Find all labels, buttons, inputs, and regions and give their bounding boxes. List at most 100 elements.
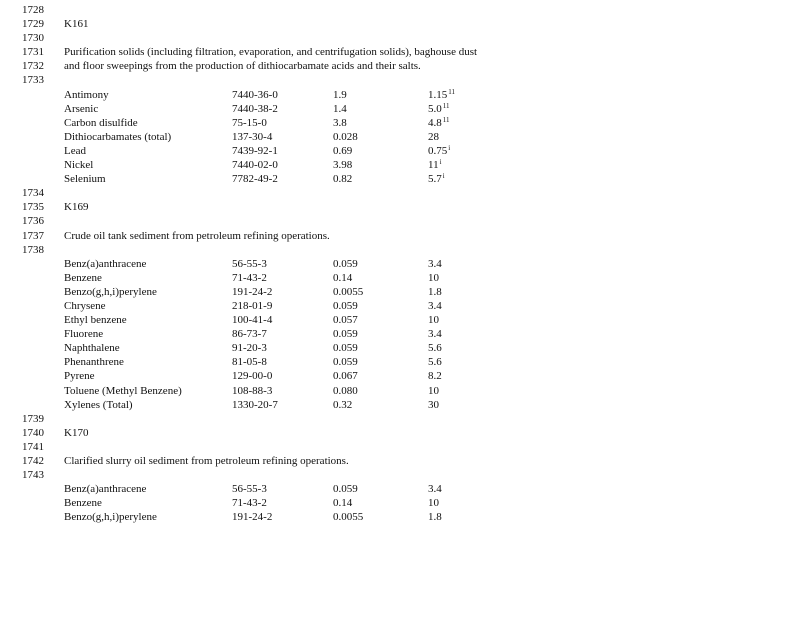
standard-number: 5.6 <box>428 356 442 369</box>
cas-number: 218-01-9 <box>232 299 273 312</box>
standard-number: 1.8 <box>428 511 442 524</box>
table-row: Naphthalene 91-20-3 0.059 5.6 <box>0 341 800 355</box>
standard-value: 5.7i <box>428 172 445 186</box>
standard-number: 3.4 <box>428 483 442 496</box>
standard-value: 5.6 <box>428 341 442 355</box>
table-row: Benzene 71-43-2 0.14 10 <box>0 271 800 285</box>
constituent-name: Fluorene <box>64 328 104 341</box>
concentration-value: 0.32 <box>333 398 353 411</box>
standard-value: 3.4 <box>428 327 442 341</box>
standard-number: 3.4 <box>428 299 442 312</box>
line-text: and floor sweepings from the production … <box>64 60 421 73</box>
standard-value: 1.1511 <box>428 88 455 102</box>
concentration-value: 0.067 <box>333 370 358 383</box>
concentration-value: 0.057 <box>333 314 358 327</box>
constituent-name: Benz(a)anthracene <box>64 483 147 496</box>
document-page: 1728 1729 K161 1730 1731 Purification solids … <box>0 3 800 524</box>
standard-value: 8.2 <box>428 369 442 383</box>
standard-value: 3.4 <box>428 257 442 271</box>
concentration-value: 0.69 <box>333 144 353 157</box>
concentration-value: 0.0055 <box>333 511 364 524</box>
constituent-name: Nickel <box>64 159 94 172</box>
concentration-value: 0.059 <box>333 328 358 341</box>
line-number: 1730 <box>22 32 44 45</box>
table-row: Antimony 7440-36-0 1.9 1.1511 <box>0 88 800 102</box>
blank-line: 1741 <box>0 440 800 454</box>
cas-number: 7440-38-2 <box>232 102 278 115</box>
standard-number: 5.7 <box>428 173 442 186</box>
concentration-value: 3.98 <box>333 159 353 172</box>
table-row: Lead 7439-92-1 0.69 0.75i <box>0 144 800 158</box>
blank-line: 1730 <box>0 31 800 45</box>
table-row: Benzo(g,h,i)perylene 191-24-2 0.0055 1.8 <box>0 285 800 299</box>
standard-number: 4.8 <box>428 116 442 129</box>
blank-line: 1733 <box>0 73 800 87</box>
concentration-value: 0.080 <box>333 384 358 397</box>
standard-value: 1.8 <box>428 510 442 524</box>
standard-number: 28 <box>428 130 439 143</box>
constituent-name: Benzo(g,h,i)perylene <box>64 511 157 524</box>
standard-value: 3.4 <box>428 482 442 496</box>
standard-number: 11 <box>428 159 439 172</box>
constituent-name: Benzo(g,h,i)perylene <box>64 285 157 298</box>
concentration-value: 0.059 <box>333 257 358 270</box>
blank-line: 1738 <box>0 243 800 257</box>
concentration-value: 0.14 <box>333 271 353 284</box>
footnote-marker: i <box>439 158 442 167</box>
standard-value: 0.75i <box>428 144 450 158</box>
footnote-marker: 11 <box>448 87 455 96</box>
waste-code-line: 1740 K170 <box>0 426 800 440</box>
cas-number: 191-24-2 <box>232 511 273 524</box>
line-number: 1738 <box>22 243 44 256</box>
table-row: Toluene (Methyl Benzene) 108-88-3 0.080 10 <box>0 384 800 398</box>
standard-value: 28 <box>428 130 439 144</box>
concentration-value: 0.059 <box>333 342 358 355</box>
line-number: 1733 <box>22 74 44 87</box>
line-text: K161 <box>64 18 89 31</box>
standard-value: 30 <box>428 398 439 412</box>
cas-number: 1330-20-7 <box>232 398 278 411</box>
constituent-name: Dithiocarbamates (total) <box>64 130 172 143</box>
table-row: Benzene 71-43-2 0.14 10 <box>0 496 800 510</box>
standard-value: 3.4 <box>428 299 442 313</box>
line-text: K169 <box>64 201 89 214</box>
blank-line: 1736 <box>0 214 800 228</box>
standard-number: 8.2 <box>428 370 442 383</box>
table-row: Phenanthrene 81-05-8 0.059 5.6 <box>0 355 800 369</box>
constituent-name: Ethyl benzene <box>64 314 127 327</box>
table-row: Arsenic 7440-38-2 1.4 5.011 <box>0 102 800 116</box>
table-row: Pyrene 129-00-0 0.067 8.2 <box>0 369 800 383</box>
standard-value: 1.8 <box>428 285 442 299</box>
cas-number: 129-00-0 <box>232 370 273 383</box>
concentration-value: 0.059 <box>333 483 358 496</box>
line-number: 1734 <box>22 187 44 200</box>
standard-number: 0.75 <box>428 144 448 157</box>
standard-number: 10 <box>428 271 439 284</box>
line-number: 1732 <box>22 60 44 73</box>
table-row: Xylenes (Total) 1330-20-7 0.32 30 <box>0 398 800 412</box>
cas-number: 91-20-3 <box>232 342 267 355</box>
line-number: 1739 <box>22 412 44 425</box>
standard-value: 11i <box>428 158 442 172</box>
line-number: 1736 <box>22 215 44 228</box>
line-number: 1742 <box>22 455 44 467</box>
cas-number: 7440-36-0 <box>232 88 278 101</box>
concentration-value: 0.82 <box>333 173 353 186</box>
line-number: 1743 <box>22 469 44 482</box>
line-text: Clarified slurry oil sediment from petro… <box>64 455 349 467</box>
footnote-marker: 11 <box>442 101 450 110</box>
concentration-value: 0.028 <box>333 130 358 143</box>
cas-number: 86-73-7 <box>232 328 267 341</box>
table-row: Benz(a)anthracene 56-55-3 0.059 3.4 <box>0 257 800 271</box>
table-row: Selenium 7782-49-2 0.82 5.7i <box>0 172 800 186</box>
concentration-value: 0.059 <box>333 356 358 369</box>
constituent-name: Pyrene <box>64 370 95 383</box>
table-row: Ethyl benzene 100-41-4 0.057 10 <box>0 313 800 327</box>
concentration-value: 3.8 <box>333 116 347 129</box>
waste-code-line: 1735 K169 <box>0 200 800 214</box>
concentration-value: 0.0055 <box>333 285 364 298</box>
constituent-name: Toluene (Methyl Benzene) <box>64 384 182 397</box>
concentration-value: 1.9 <box>333 88 347 101</box>
cas-number: 71-43-2 <box>232 271 267 284</box>
footnote-marker: 11 <box>442 115 450 124</box>
